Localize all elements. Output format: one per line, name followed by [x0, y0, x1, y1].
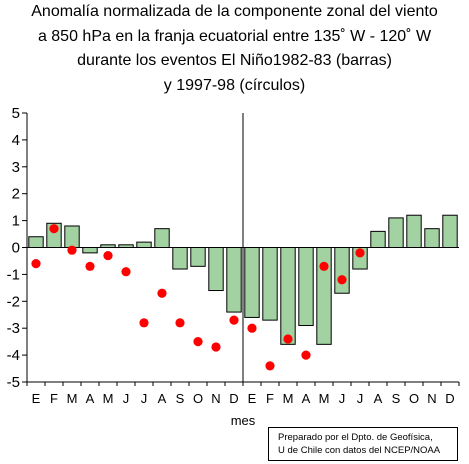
- y-tick-label: -3: [7, 320, 20, 337]
- x-tick-label: E: [248, 391, 257, 406]
- x-tick-label: J: [123, 391, 130, 406]
- x-tick-label: N: [427, 391, 436, 406]
- x-tick-label: M: [319, 391, 330, 406]
- circle-point-5: [103, 250, 113, 261]
- circle-point-11: [211, 342, 221, 352]
- x-tick-label: A: [158, 391, 167, 406]
- circle-point-3: [67, 245, 77, 255]
- y-tick-label: -2: [7, 293, 20, 310]
- y-tick-label: -4: [7, 347, 20, 364]
- x-tick-label: E: [32, 391, 41, 406]
- bar-23: [424, 228, 440, 248]
- circle-point-7: [139, 318, 149, 328]
- x-axis-label: mes: [231, 413, 256, 428]
- y-tick-label: 5: [12, 105, 20, 122]
- bar-4: [82, 247, 98, 254]
- x-tick-label: J: [339, 391, 346, 406]
- circle-point-10: [193, 337, 203, 347]
- x-tick-label: A: [302, 391, 311, 406]
- x-tick-label: M: [67, 391, 78, 406]
- y-tick-labels: 5 4 3 2 1 0 -1 -2 -3 -4 -5: [7, 105, 20, 391]
- bar-16: [298, 247, 314, 327]
- bar-11: [208, 247, 224, 292]
- x-tick-label: F: [266, 391, 274, 406]
- x-tick-label: M: [283, 391, 294, 406]
- y-tick-label: 4: [12, 132, 20, 149]
- circle-point-1: [31, 259, 41, 269]
- circle-point-9: [175, 318, 185, 328]
- x-tick-label: J: [357, 391, 364, 406]
- x-tick-label: S: [176, 391, 185, 406]
- x-tick-label: O: [193, 391, 203, 406]
- x-tick-label: J: [141, 391, 148, 406]
- bar-9: [172, 247, 188, 270]
- credit-line-1: Preparado por el Dpto. de Geofísica,: [278, 432, 433, 443]
- bar-10: [190, 247, 206, 267]
- x-tick-label: D: [445, 391, 454, 406]
- circle-point-2: [49, 224, 59, 234]
- credit-line-2: U de Chile con datos del NCEP/NOAA: [278, 445, 441, 456]
- bar-20: [370, 230, 386, 248]
- circle-series: [31, 224, 365, 371]
- chart-title-line-2: a 850 hPa en la franja ecuatorial entre …: [37, 27, 432, 45]
- x-tick-label: N: [211, 391, 220, 406]
- bar-18: [334, 247, 350, 294]
- bar-8: [154, 228, 170, 248]
- bar-13: [244, 247, 260, 318]
- y-tick-label: 3: [12, 159, 20, 176]
- circle-point-12: [229, 315, 239, 325]
- bar-3: [64, 225, 80, 248]
- circle-point-13: [247, 323, 257, 333]
- bar-7: [136, 241, 152, 248]
- x-tick-label: M: [103, 391, 114, 406]
- x-tick-label: S: [392, 391, 401, 406]
- circle-point-17: [319, 261, 329, 271]
- bar-12: [226, 247, 242, 313]
- circle-point-8: [157, 288, 167, 298]
- y-tick-label: -5: [7, 374, 20, 391]
- circle-point-15: [283, 334, 293, 344]
- y-tick-label: 0: [12, 240, 20, 257]
- circle-point-16: [301, 350, 311, 360]
- x-tick-label: A: [86, 391, 95, 406]
- bar-1: [28, 236, 44, 249]
- chart-title-line-4: y 1997-98 (círculos): [163, 76, 306, 94]
- circle-point-6: [121, 267, 131, 277]
- bar-series: [28, 214, 458, 345]
- axes: [22, 112, 460, 386]
- chart-title-line-3: durante los eventos El Niño1982-83 (barr…: [77, 52, 392, 69]
- bar-15: [280, 247, 296, 345]
- x-tick-label: D: [229, 391, 238, 406]
- x-tick-label: O: [409, 391, 419, 406]
- bar-22: [406, 214, 422, 248]
- chart-title: Anomalía normalizada de la componente zo…: [0, 0, 469, 98]
- x-tick-label: A: [374, 391, 383, 406]
- y-tick-label: 1: [12, 213, 20, 230]
- bar-21: [388, 217, 404, 249]
- y-tick-label: 2: [12, 186, 20, 203]
- y-tick-label: -1: [7, 266, 20, 283]
- x-tick-label: F: [50, 391, 58, 406]
- circle-point-14: [265, 361, 275, 371]
- bar-24: [442, 214, 458, 248]
- circle-point-18: [337, 275, 347, 285]
- circle-point-4: [85, 261, 95, 271]
- circle-point-19: [355, 248, 365, 258]
- bar-14: [262, 247, 278, 321]
- credit-box: Preparado por el Dpto. de Geofísica, U d…: [268, 427, 458, 461]
- chart-title-line-1: Anomalía normalizada de la componente zo…: [31, 3, 438, 20]
